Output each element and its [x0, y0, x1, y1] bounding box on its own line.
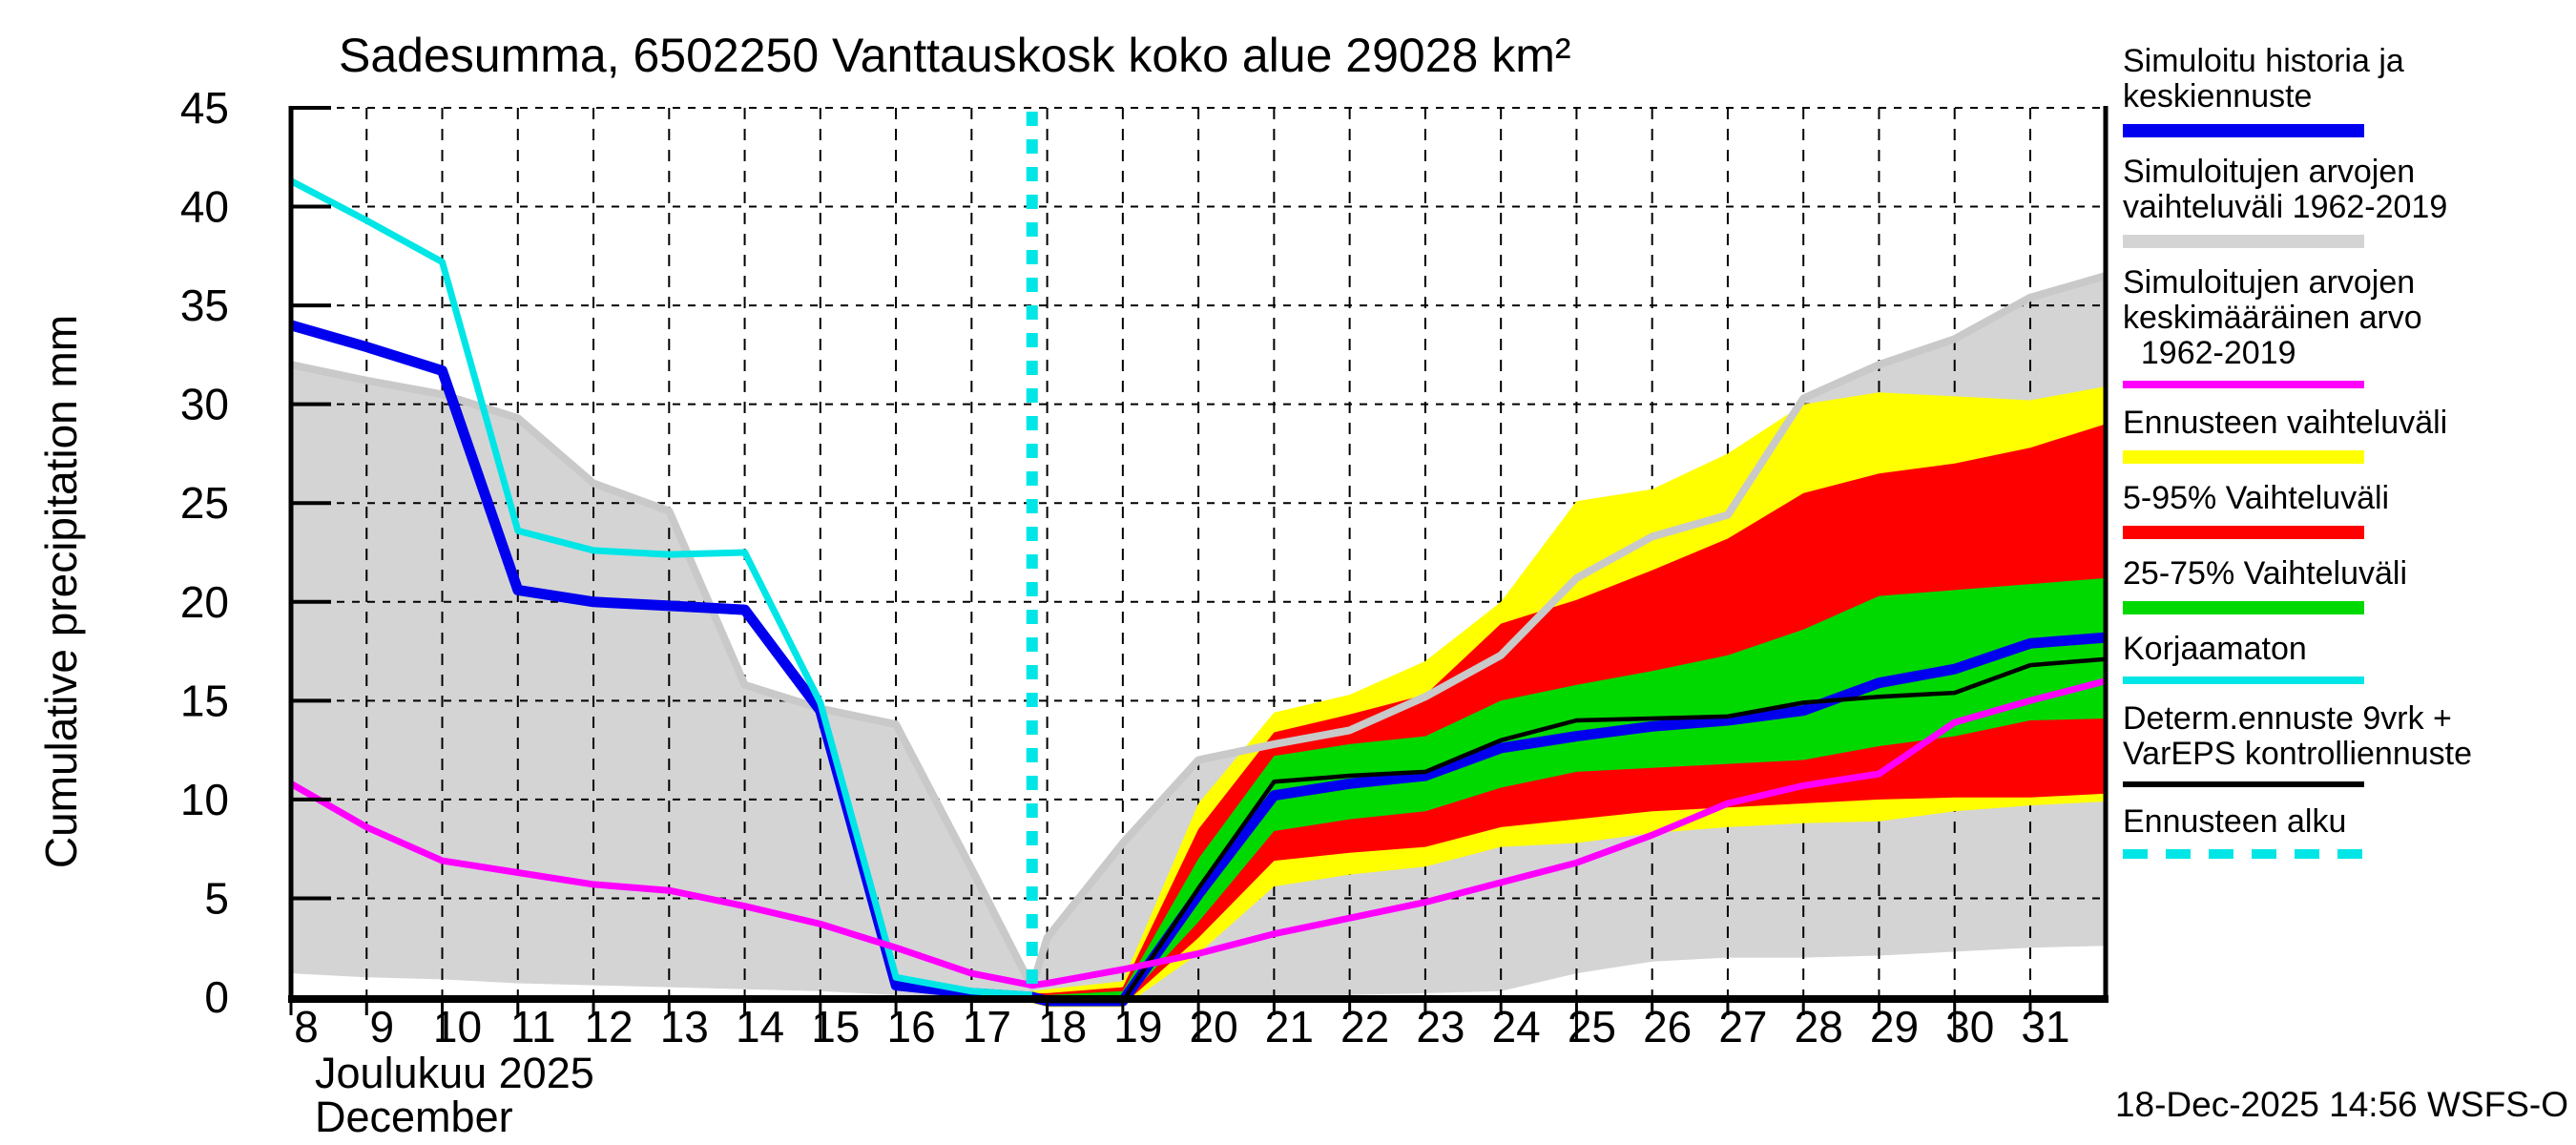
x-tick-label: 25 — [1568, 1002, 1616, 1051]
y-axis-title: Cumulative precipitation mm — [36, 315, 86, 868]
chart-title: Sadesumma, 6502250 Vanttauskosk koko alu… — [339, 29, 1571, 82]
legend-item: Simuloitu historia ja keskiennuste — [2123, 44, 2571, 137]
x-axis-month-english: December — [315, 1093, 513, 1141]
y-tick-label: 25 — [180, 478, 229, 528]
x-tick-label: 29 — [1870, 1002, 1919, 1051]
y-tick-label: 15 — [180, 676, 229, 725]
legend-item-label: vaihteluväli 1962-2019 — [2123, 189, 2448, 225]
legend-item: 25-75% Vaihteluväli — [2123, 556, 2571, 614]
legend-item-label: Ennusteen alku — [2123, 803, 2347, 840]
y-tick-label: 40 — [180, 182, 229, 232]
series-deterministic-forecast-line — [1031, 656, 2107, 1004]
x-tick-label: 30 — [1945, 1002, 1994, 1051]
x-tick-label: 28 — [1795, 1002, 1843, 1051]
legend-item: Simuloitujen arvojen vaihteluväli 1962-20… — [2123, 155, 2571, 248]
x-tick-label: 10 — [433, 1002, 482, 1051]
y-tick-label: 10 — [180, 775, 229, 824]
x-tick-label: 31 — [2021, 1002, 2069, 1051]
legend-item: Determ.ennuste 9vrk + VarEPS kontrollienn… — [2123, 701, 2571, 787]
legend-swatch-yellow — [2123, 450, 2364, 464]
legend-swatch-blue — [2123, 124, 2364, 137]
legend-item-label: Determ.ennuste 9vrk + — [2123, 700, 2452, 737]
legend-item-label: Simuloitujen arvojen — [2123, 154, 2416, 190]
legend-item-label: VarEPS kontrolliennuste — [2123, 736, 2473, 772]
simulated-range-top-edge — [290, 272, 2108, 991]
x-tick-label: 11 — [510, 1002, 556, 1051]
legend-item-label: 5-95% Vaihteluväli — [2123, 480, 2390, 516]
x-tick-label: 9 — [369, 1002, 394, 1051]
timestamp-label: 18-Dec-2025 14:56 WSFS-O — [2115, 1085, 2568, 1124]
legend-item-label: Simuloitu historia ja — [2123, 43, 2404, 79]
x-tick-label: 8 — [294, 1002, 319, 1051]
x-tick-label: 12 — [584, 1002, 633, 1051]
y-tick-label: 30 — [180, 380, 229, 429]
x-tick-label: 19 — [1113, 1002, 1162, 1051]
legend-item: Ennusteen alku — [2123, 804, 2571, 859]
x-tick-label: 18 — [1038, 1002, 1087, 1051]
x-tick-label: 17 — [963, 1002, 1011, 1051]
x-tick-label: 23 — [1416, 1002, 1465, 1051]
x-tick-label: 20 — [1190, 1002, 1238, 1051]
legend-swatch-black — [2123, 781, 2364, 787]
legend-item: 5-95% Vaihteluväli — [2123, 481, 2571, 539]
x-tick-label: 26 — [1643, 1002, 1692, 1051]
legend-item-label: keskiennuste — [2123, 78, 2313, 114]
series-uncorrected-line — [289, 177, 1032, 999]
x-tick-label: 27 — [1718, 1002, 1767, 1051]
x-axis-month-finnish: Joulukuu 2025 — [315, 1049, 594, 1097]
x-tick-label: 13 — [660, 1002, 709, 1051]
x-tick-label: 14 — [736, 1002, 784, 1051]
series-longterm-mean-line — [289, 677, 2108, 989]
x-tick-label: 22 — [1340, 1002, 1389, 1051]
y-tick-label: 45 — [180, 83, 229, 133]
x-tick-label: 24 — [1492, 1002, 1541, 1051]
legend-swatch-red — [2123, 526, 2364, 539]
y-tick-label: 35 — [180, 281, 229, 330]
legend-item-label: 1962-2019 — [2123, 335, 2296, 371]
y-tick-label: 20 — [180, 577, 229, 627]
x-tick-label: 21 — [1265, 1002, 1314, 1051]
x-tick-label: 16 — [886, 1002, 935, 1051]
legend-item-label: Ennusteen vaihteluväli — [2123, 405, 2448, 441]
y-tick-label: 5 — [204, 873, 229, 923]
legend-swatch-magenta — [2123, 381, 2364, 388]
legend-item-label: Simuloitujen arvojen — [2123, 264, 2416, 301]
legend-item: Simuloitujen arvojen keskimääräinen arvo … — [2123, 265, 2571, 388]
legend-swatch-green — [2123, 601, 2364, 614]
legend-swatch-cyan — [2123, 677, 2364, 684]
legend-item-label: Korjaamaton — [2123, 631, 2307, 667]
chart-legend: Simuloitu historia ja keskiennuste Simuloi… — [2123, 44, 2571, 876]
legend-swatch-cyan-dashed — [2123, 849, 2364, 859]
y-tick-label: 0 — [204, 972, 229, 1022]
legend-item-label: 25-75% Vaihteluväli — [2123, 555, 2407, 592]
legend-item: Korjaamaton — [2123, 632, 2571, 684]
legend-item-label: keskimääräinen arvo — [2123, 300, 2422, 336]
p25-75-band — [1031, 577, 2107, 1004]
legend-swatch-gray — [2123, 235, 2364, 248]
legend-item: Ennusteen vaihteluväli — [2123, 406, 2571, 464]
x-tick-label: 15 — [811, 1002, 860, 1051]
